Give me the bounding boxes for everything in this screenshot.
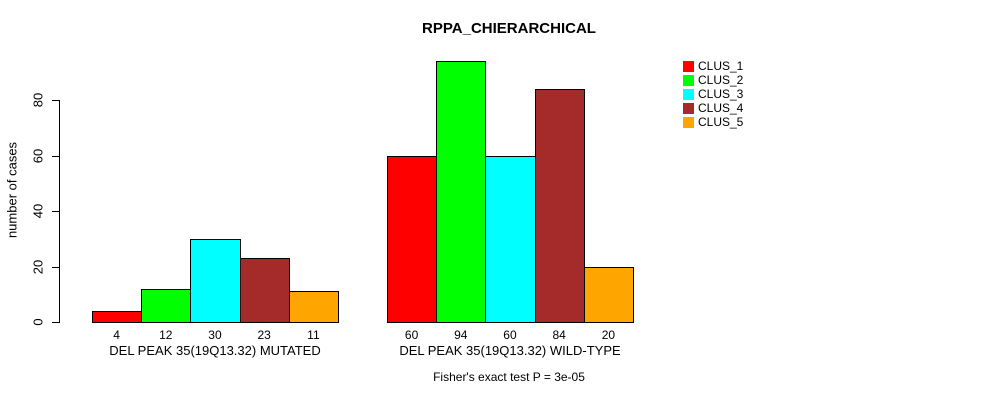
bar-value-label: 4	[113, 328, 120, 342]
bar	[239, 258, 290, 323]
legend-item: CLUS_5	[683, 115, 744, 129]
legend-item: CLUS_1	[683, 59, 744, 73]
legend-swatch	[683, 117, 694, 128]
legend-item: CLUS_3	[683, 87, 744, 101]
bar	[583, 266, 634, 323]
y-axis-tick-label: 0	[30, 318, 46, 326]
y-axis-line	[59, 100, 60, 323]
bar	[387, 155, 438, 323]
legend: CLUS_1 CLUS_2 CLUS_3 CLUS_4 CLUS_5	[683, 59, 744, 129]
legend-item: CLUS_2	[683, 73, 744, 87]
chart-title: RPPA_CHIERARCHICAL	[422, 20, 596, 37]
bar-value-label: 11	[307, 328, 320, 342]
footnote: Fisher's exact test P = 3e-05	[433, 370, 585, 384]
legend-swatch	[683, 89, 694, 100]
category-label: DEL PEAK 35(19Q13.32) MUTATED	[109, 343, 321, 358]
bar	[92, 310, 143, 323]
bar	[141, 288, 192, 323]
y-axis-tick	[52, 322, 59, 323]
y-axis-tick-label: 80	[30, 92, 46, 108]
legend-swatch	[683, 103, 694, 114]
y-axis-tick-label: 40	[30, 203, 46, 219]
legend-label: CLUS_3	[698, 87, 744, 101]
bar-value-label: 30	[208, 328, 222, 342]
bar	[485, 155, 536, 323]
bar	[288, 291, 339, 323]
legend-item: CLUS_4	[683, 101, 744, 115]
bar-value-label: 60	[503, 328, 517, 342]
legend-label: CLUS_4	[698, 101, 744, 115]
legend-label: CLUS_1	[698, 59, 744, 73]
bar-value-label: 94	[454, 328, 468, 342]
category-label: DEL PEAK 35(19Q13.32) WILD-TYPE	[399, 343, 621, 358]
bar-value-label: 20	[601, 328, 616, 342]
bar-value-label: 12	[159, 328, 173, 342]
legend-label: CLUS_2	[698, 73, 744, 87]
y-axis-tick	[52, 211, 59, 212]
bar	[436, 61, 487, 323]
y-axis-tick	[52, 266, 59, 268]
y-axis-tick-label: 20	[30, 259, 46, 274]
bar	[534, 88, 585, 323]
bar-value-label: 84	[552, 328, 566, 342]
y-axis-tick	[52, 100, 59, 101]
bar-value-label: 60	[404, 328, 419, 342]
y-axis-tick-label: 60	[30, 148, 46, 163]
y-axis-tick	[52, 155, 59, 157]
bar-value-label: 23	[257, 328, 271, 342]
legend-label: CLUS_5	[698, 115, 744, 129]
bar	[190, 238, 241, 323]
legend-swatch	[683, 75, 694, 86]
legend-swatch	[683, 61, 694, 72]
